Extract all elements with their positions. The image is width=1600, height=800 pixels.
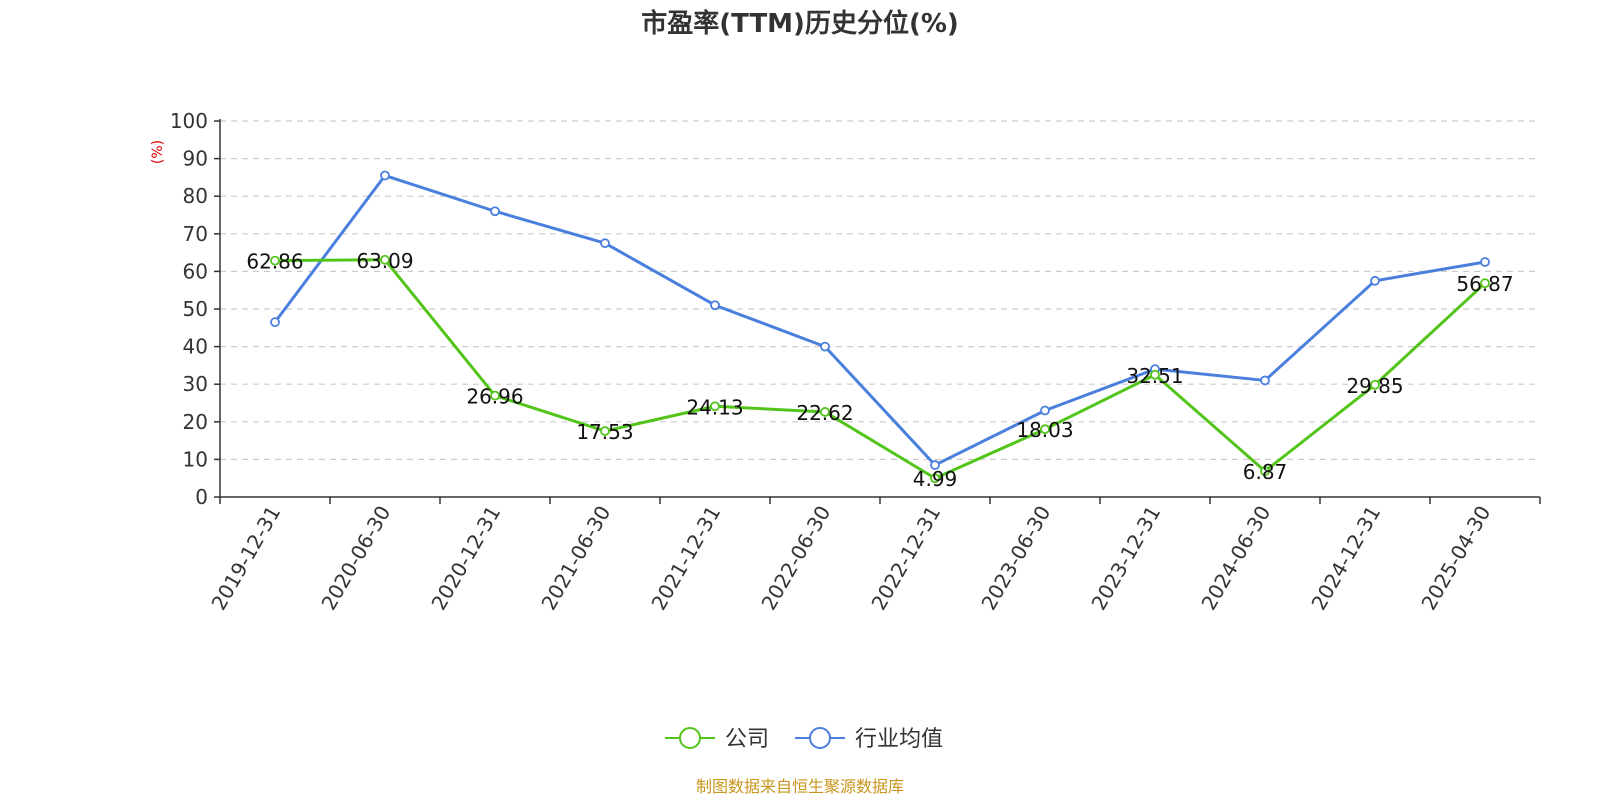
data-point [380, 170, 390, 181]
data-label: 22.62 [796, 401, 853, 425]
series-line-company [274, 258, 1487, 480]
y-tick-label: 70 [183, 222, 208, 246]
data-point [490, 206, 500, 217]
data-label: 17.53 [576, 420, 633, 444]
source-note: 制图数据来自恒生聚源数据库 [696, 777, 904, 796]
data-point [490, 390, 500, 401]
x-tick-label: 2020-12-31 [426, 502, 505, 615]
data-label: 62.86 [246, 250, 303, 274]
x-tick-label: 2020-06-30 [316, 502, 395, 615]
data-label: 63.09 [356, 249, 413, 273]
x-tick-label: 2024-12-31 [1306, 502, 1385, 615]
data-label: 56.87 [1456, 272, 1513, 296]
legend-marker [809, 727, 831, 749]
data-point [820, 407, 830, 417]
data-labels: 62.86 63.09 26.96 17.53 24.13 22.62 4.99 18.03 3… [246, 249, 1513, 491]
y-tick-label: 10 [183, 447, 208, 471]
data-label: 26.96 [466, 385, 523, 409]
legend-item-industry[interactable]: 行业均值 [795, 727, 943, 752]
data-point [1260, 466, 1270, 477]
x-tick-label: 2022-06-30 [756, 502, 835, 615]
data-point [1040, 424, 1050, 435]
data-point [270, 255, 280, 266]
data-point [930, 460, 940, 470]
data-point [820, 341, 830, 352]
legend[interactable]: 公司 行业均值 [665, 727, 943, 752]
data-point [930, 473, 940, 484]
y-tick-label: 50 [183, 297, 208, 321]
y-tick-label: 30 [183, 372, 208, 396]
data-point [1260, 375, 1270, 386]
x-tick-label: 2022-12-31 [866, 502, 945, 615]
data-label: 18.03 [1016, 418, 1073, 442]
y-tick-label: 0 [195, 485, 208, 509]
data-label: 6.87 [1243, 460, 1288, 484]
data-label: 29.85 [1346, 374, 1403, 398]
legend-item-company[interactable]: 公司 [665, 727, 769, 752]
y-tick-label: 20 [183, 410, 208, 434]
axes: 0 10 20 30 40 50 60 70 80 90 100 2019-12-31 2020-06-… [170, 109, 1541, 615]
data-point [710, 401, 720, 412]
y-axis-unit-label: (%) [150, 140, 166, 164]
x-tick-label: 2023-12-31 [1086, 502, 1165, 615]
x-tick-label: 2025-04-30 [1416, 502, 1495, 615]
y-tick-label: 90 [183, 147, 208, 171]
data-label: 32.51 [1126, 364, 1183, 388]
series-lines [270, 170, 1490, 484]
legend-marker [679, 727, 701, 749]
gridlines [220, 120, 1540, 460]
x-tick-label: 2024-06-30 [1196, 502, 1275, 615]
y-tick-label: 40 [183, 335, 208, 359]
x-tick-label: 2021-12-31 [646, 502, 725, 615]
data-point [1370, 379, 1380, 390]
y-tick-label: 60 [183, 259, 208, 283]
y-tick-label: 80 [183, 184, 208, 208]
x-tick-label: 2021-06-30 [536, 502, 615, 615]
chart-title: 市盈率(TTM)历史分位(%) [641, 8, 959, 39]
data-point [1480, 257, 1490, 267]
data-point [1150, 369, 1160, 380]
data-point [380, 254, 390, 265]
data-point [710, 300, 720, 311]
legend-label: 公司 [725, 727, 769, 752]
data-label: 4.99 [913, 467, 958, 491]
legend-label: 行业均值 [855, 727, 943, 752]
series-line-industry [273, 174, 1486, 467]
data-point [1370, 275, 1380, 286]
y-tick-label: 100 [170, 109, 208, 133]
data-point [600, 426, 610, 436]
x-tick-label: 2019-12-31 [206, 502, 285, 615]
data-point [1040, 405, 1050, 416]
data-point [600, 238, 610, 249]
data-point [1480, 278, 1490, 289]
data-point [270, 317, 280, 328]
x-tick-label: 2023-06-30 [976, 502, 1055, 615]
data-label: 24.13 [686, 395, 743, 419]
